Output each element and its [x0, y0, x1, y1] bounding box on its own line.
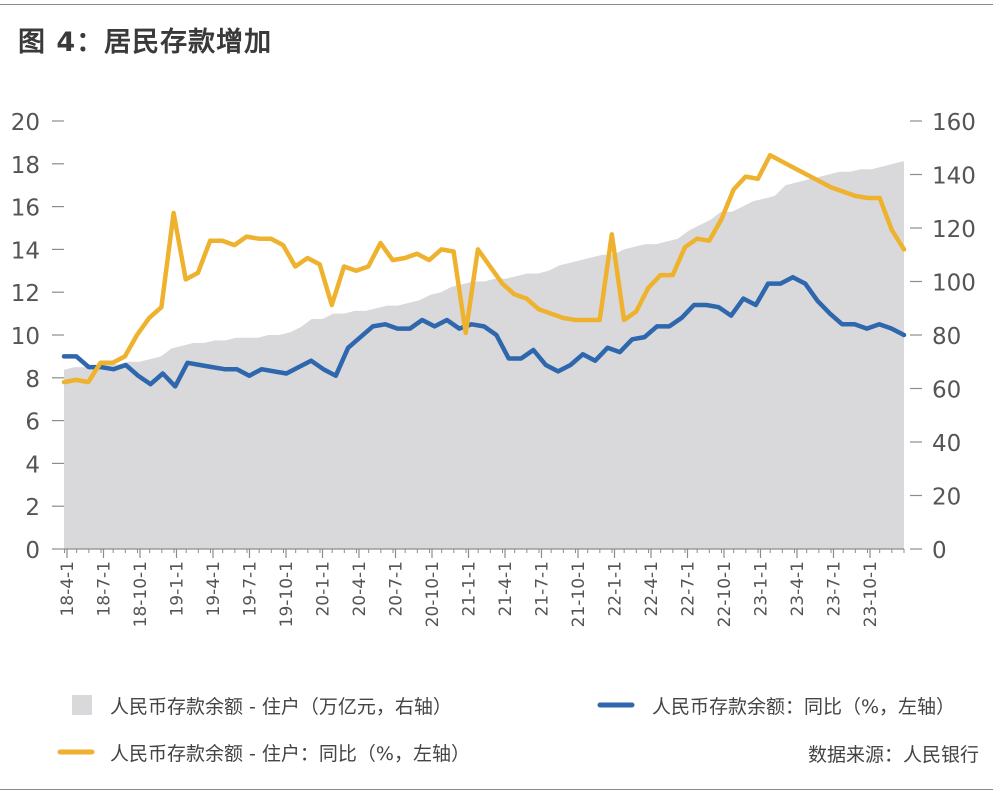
x-axis-tick-label: 21-1-1: [460, 561, 480, 617]
right-axis-tick-label: 0: [932, 538, 947, 564]
x-axis-tick-label: 22-10-1: [715, 561, 735, 627]
x-axis-tick-label: 19-4-1: [204, 561, 224, 617]
right-axis-tick-label: 160: [932, 110, 976, 136]
right-axis-tick-label: 140: [932, 164, 976, 190]
x-axis-tick-label: 23-7-1: [825, 561, 845, 617]
x-axis-tick-label: 21-4-1: [496, 561, 516, 617]
legend-label-gold: 人民币存款余额 - 住户：同比（%，左轴）: [110, 743, 470, 765]
x-axis-tick-label: 20-10-1: [423, 561, 443, 627]
x-axis-tick-label: 23-4-1: [788, 561, 808, 617]
legend-label-blue: 人民币存款余额：同比（%，左轴）: [652, 696, 955, 718]
x-axis-tick-label: 20-4-1: [350, 561, 370, 617]
left-axis-tick-label: 20: [11, 110, 40, 136]
left-axis-tick-label: 16: [11, 196, 40, 222]
top-rule: [0, 4, 993, 5]
x-axis-tick-label: 21-7-1: [533, 561, 553, 617]
right-axis-tick-label: 60: [932, 378, 961, 404]
right-axis-tick-label: 100: [932, 271, 976, 297]
x-axis-tick-label: 23-1-1: [752, 561, 772, 617]
left-axis-tick-label: 14: [11, 238, 40, 264]
page-title: 图 4：居民存款增加: [18, 27, 273, 58]
x-axis-tick-label: 23-10-1: [861, 561, 881, 627]
area-series-household-deposits: [64, 161, 904, 549]
x-axis-tick-label: 19-7-1: [241, 561, 261, 617]
left-axis-tick-label: 10: [11, 324, 40, 350]
line-series-household-yoy: [61, 152, 907, 385]
x-axis-tick-label: 18-7-1: [95, 561, 115, 617]
x-axis-tick-label: 22-7-1: [679, 561, 699, 617]
left-axis-tick-label: 2: [25, 495, 40, 521]
x-axis-tick-label: 21-10-1: [569, 561, 589, 627]
left-axis-tick-label: 12: [11, 281, 40, 307]
legend-label-area: 人民币存款余额 - 住户（万亿元，右轴）: [110, 696, 452, 718]
right-axis-tick-label: 40: [932, 431, 961, 457]
x-axis-tick-label: 18-10-1: [131, 561, 151, 627]
left-axis-tick-label: 0: [25, 538, 40, 564]
left-axis-tick-label: 4: [25, 452, 40, 478]
x-axis-tick-label: 22-1-1: [606, 561, 626, 617]
x-axis-tick-label: 19-10-1: [277, 561, 297, 627]
x-axis-tick-label: 18-4-1: [58, 561, 78, 617]
left-axis-tick-label: 18: [11, 153, 40, 179]
bottom-rule: [0, 789, 993, 790]
x-axis-tick-label: 19-1-1: [168, 561, 188, 617]
x-axis-tick-label: 22-4-1: [642, 561, 662, 617]
left-axis-tick-label: 6: [25, 410, 40, 436]
x-axis-tick-label: 20-1-1: [314, 561, 334, 617]
right-axis-tick-label: 20: [932, 485, 961, 511]
right-axis-tick-label: 120: [932, 217, 976, 243]
x-axis-tick-label: 20-7-1: [387, 561, 407, 617]
legend-swatch-area: [72, 695, 92, 715]
left-axis-tick-label: 8: [25, 367, 40, 393]
line-series-deposit-yoy: [61, 274, 907, 389]
data-source: 数据来源：人民银行: [807, 744, 979, 766]
right-axis-tick-label: 80: [932, 324, 961, 350]
